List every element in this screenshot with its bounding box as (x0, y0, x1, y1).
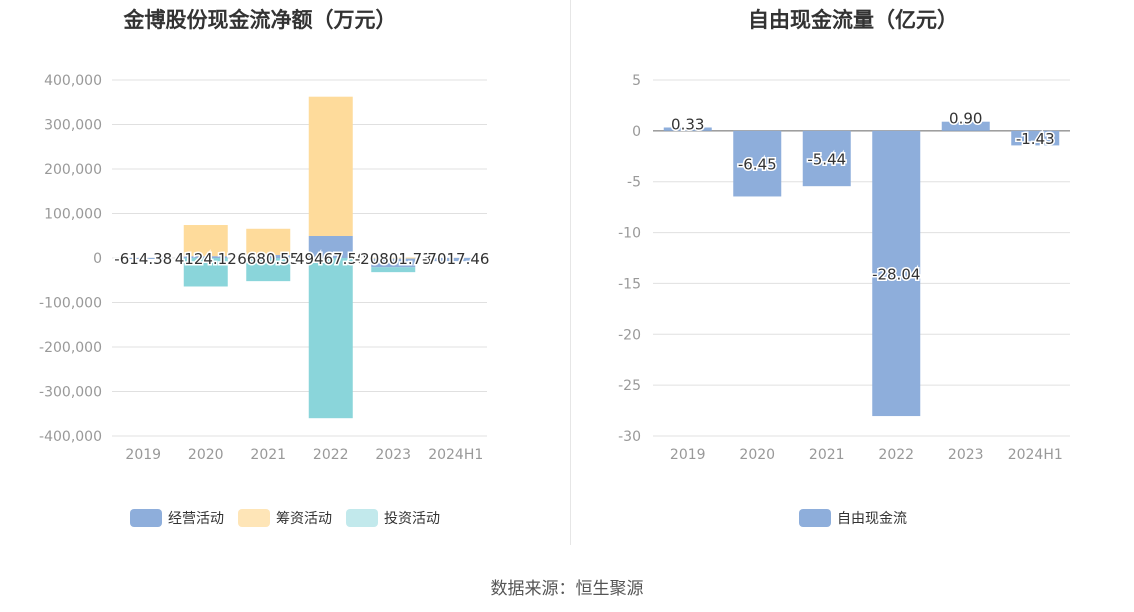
y-tick-label: 400,000 (44, 73, 102, 89)
y-tick-label: 0 (632, 124, 641, 140)
cash-flow-net-chart: 金博股份现金流净额（万元） 400,000 300,000 200,000 100,0… (0, 0, 570, 560)
legend-swatch (346, 509, 378, 527)
data-label: -7017.46 (422, 250, 489, 268)
y-tick-label: -25 (618, 378, 641, 394)
bar-investing (308, 258, 353, 419)
y-tick-label: 5 (632, 73, 641, 89)
legend-label: 经营活动 (168, 511, 224, 527)
bar-operating (246, 255, 291, 258)
data-label: -6.45 (738, 156, 777, 174)
bar-free-cash-flow (733, 130, 782, 197)
bar-free-cash-flow (802, 130, 851, 187)
x-tick-label: 2019 (125, 447, 161, 463)
x-tick-label: 2023 (948, 447, 984, 463)
data-label: 4124.12 (175, 250, 237, 268)
bar-financing (183, 225, 228, 257)
data-source: 数据来源：恒生聚源 (490, 579, 644, 599)
data-label: -1.43 (1016, 130, 1055, 148)
free-cash-flow-chart: 自由现金流量（亿元） 5 0 -5 -10 -15 -20 -25 -30 2019 2020 20… (572, 0, 1134, 560)
bar-free-cash-flow (941, 121, 990, 131)
x-tick-label: 2020 (188, 447, 224, 463)
bar-operating (308, 235, 353, 258)
data-label: 0.90 (949, 110, 982, 128)
data-label: 0.33 (671, 116, 704, 134)
data-label: -28.04 (872, 265, 920, 283)
legend-item-investing[interactable]: 投资活动 (346, 508, 440, 528)
x-tick-label: 2022 (313, 447, 349, 463)
legend: 经营活动 筹资活动 投资活动 (0, 508, 570, 528)
legend-item-free-cash-flow[interactable]: 自由现金流 (799, 508, 907, 528)
bar-free-cash-flow (663, 127, 712, 131)
y-tick-label: 100,000 (44, 207, 102, 223)
bar-operating (371, 258, 416, 268)
x-tick-label: 2024H1 (1008, 447, 1063, 463)
bar-financing (371, 257, 416, 259)
legend-swatch (799, 509, 831, 527)
cash-flow-net-plot: 400,000 300,000 200,000 100,000 0 -100,000 -20… (39, 73, 491, 463)
y-tick-label: 300,000 (44, 118, 102, 134)
bar-operating (433, 258, 478, 262)
y-tick-label: -15 (618, 276, 641, 292)
y-tick-label: -5 (627, 175, 641, 191)
bar-financing (308, 96, 353, 236)
y-tick-label: 200,000 (44, 162, 102, 178)
data-label: -5.44 (807, 151, 846, 169)
bar-operating (121, 258, 166, 259)
panel-divider (570, 0, 571, 545)
y-tick-label: -30 (618, 429, 641, 445)
x-tick-label: 2022 (878, 447, 914, 463)
y-tick-label: -200,000 (39, 340, 102, 356)
free-cash-flow-plot: 5 0 -5 -10 -15 -20 -25 -30 2019 2020 2021 2022 2023 2… (618, 73, 1070, 463)
bar-free-cash-flow (872, 130, 921, 417)
legend-swatch (238, 509, 270, 527)
bar-financing (246, 228, 291, 256)
bar-investing (371, 267, 416, 273)
data-label: -20801.73 (355, 250, 432, 268)
chart-title: 金博股份现金流净额（万元） (123, 8, 397, 32)
y-tick-label: 0 (93, 251, 102, 267)
y-tick-label: -300,000 (39, 385, 102, 401)
y-tick-label: -400,000 (39, 429, 102, 445)
legend-swatch (130, 509, 162, 527)
legend-item-financing[interactable]: 筹资活动 (238, 508, 332, 528)
y-tick-label: -10 (618, 226, 641, 242)
data-label: 6680.55 (237, 250, 299, 268)
chart-title: 自由现金流量（亿元） (748, 8, 958, 32)
bar-free-cash-flow (1011, 130, 1060, 146)
bar-investing (183, 258, 228, 287)
x-tick-label: 2019 (670, 447, 706, 463)
data-label: -614.38 (114, 250, 172, 268)
bar-operating (183, 256, 228, 258)
x-tick-label: 2021 (809, 447, 845, 463)
bar-investing (246, 258, 291, 282)
data-label: 49467.50 (295, 250, 367, 268)
x-tick-label: 2021 (250, 447, 286, 463)
x-tick-label: 2023 (375, 447, 411, 463)
x-tick-label: 2024H1 (428, 447, 483, 463)
legend-label: 投资活动 (384, 511, 440, 527)
legend-label: 筹资活动 (276, 511, 332, 527)
legend: 自由现金流 (572, 508, 1134, 528)
x-tick-label: 2020 (739, 447, 775, 463)
legend-item-operating[interactable]: 经营活动 (130, 508, 224, 528)
y-tick-label: -100,000 (39, 296, 102, 312)
legend-label: 自由现金流 (837, 511, 907, 527)
y-tick-label: -20 (618, 327, 641, 343)
